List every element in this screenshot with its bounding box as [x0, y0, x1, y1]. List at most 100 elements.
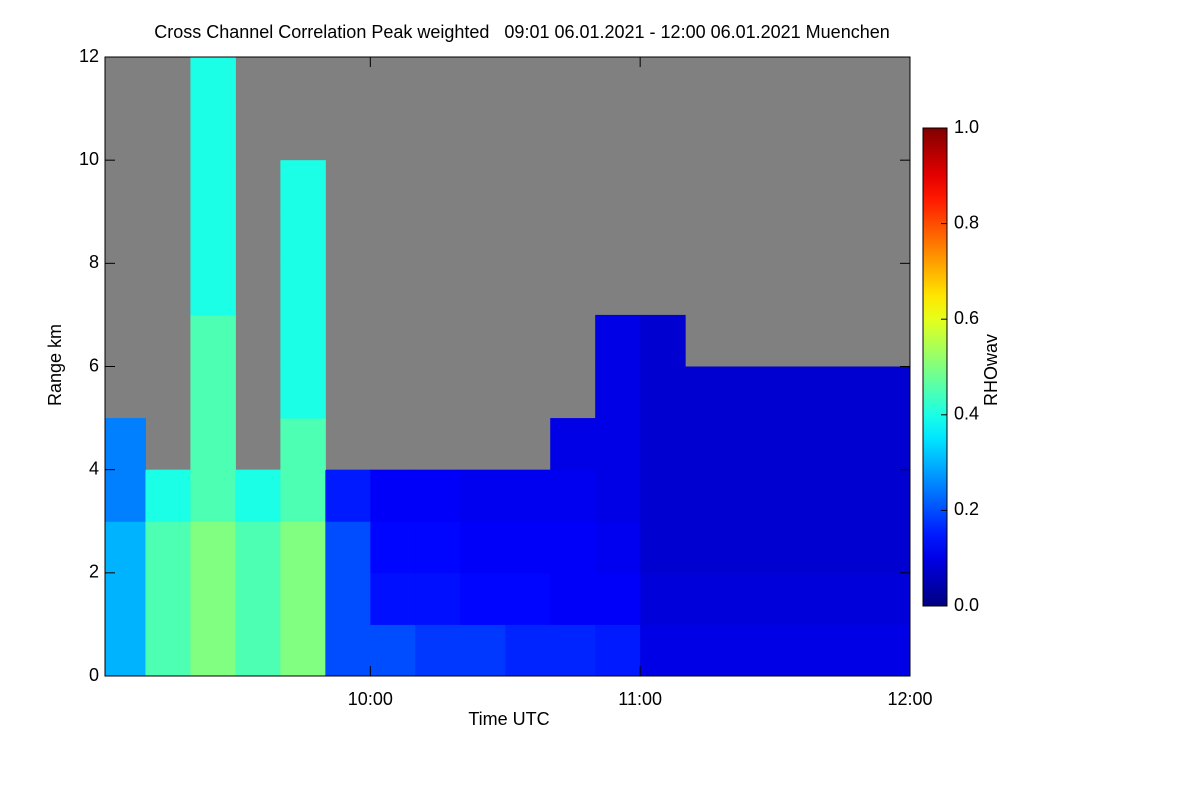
heatmap-cell — [820, 418, 866, 471]
heatmap-cell — [730, 521, 776, 574]
heatmap-cell — [775, 366, 821, 419]
heatmap-cell — [190, 314, 236, 367]
colorbar-tick-label: 0.8 — [954, 212, 979, 232]
heatmap-cell — [105, 521, 146, 574]
heatmap-cell — [190, 366, 236, 419]
heatmap-cell — [190, 57, 236, 110]
heatmap-cell — [685, 469, 731, 522]
heatmap-cell — [325, 521, 371, 574]
heatmap-cell — [640, 624, 686, 677]
heatmap-cell — [370, 469, 416, 522]
heatmap-cell — [865, 521, 911, 574]
heatmap-cell — [235, 521, 281, 574]
heatmap-cell — [640, 572, 686, 625]
heatmap-cell — [280, 314, 326, 367]
heatmap-cell — [190, 624, 236, 677]
colorbar-tick-label: 0.6 — [954, 308, 979, 328]
heatmap-cell — [325, 624, 371, 677]
heatmap-cell — [775, 418, 821, 471]
heatmap-cell — [505, 624, 551, 677]
heatmap-cell — [640, 418, 686, 471]
heatmap-cell — [865, 572, 911, 625]
heatmap-cell — [190, 263, 236, 316]
y-tick-label: 0 — [89, 665, 99, 685]
heatmap-cell — [280, 211, 326, 264]
heatmap-cell — [865, 418, 911, 471]
heatmap-cell — [595, 418, 641, 471]
colorbar-tick-label: 0.2 — [954, 499, 979, 519]
heatmap-cell — [145, 521, 191, 574]
heatmap-cell — [775, 521, 821, 574]
y-tick-label: 2 — [89, 562, 99, 582]
heatmap-cell — [460, 521, 506, 574]
heatmap-cell — [730, 469, 776, 522]
heatmap-cell — [370, 624, 416, 677]
heatmap-cell — [505, 469, 551, 522]
heatmap-cell — [415, 624, 461, 677]
heatmap-cell — [865, 469, 911, 522]
heatmap-cell — [280, 469, 326, 522]
heatmap-cell — [730, 418, 776, 471]
heatmap-cell — [595, 366, 641, 419]
heatmap-cell — [775, 469, 821, 522]
colorbar-tick-label: 0.4 — [954, 404, 979, 424]
heatmap-cell — [190, 160, 236, 213]
heatmap-cell — [550, 469, 596, 522]
heatmap-cell — [190, 521, 236, 574]
heatmap-cell — [415, 572, 461, 625]
heatmap-cell — [640, 366, 686, 419]
heatmap-cell — [190, 572, 236, 625]
heatmap-cell — [280, 624, 326, 677]
heatmap-cell — [105, 624, 146, 677]
heatmap-cell — [595, 469, 641, 522]
y-tick-label: 10 — [79, 149, 99, 169]
heatmap-cell — [460, 469, 506, 522]
y-tick-label: 6 — [89, 355, 99, 375]
heatmap-cell — [550, 418, 596, 471]
heatmap-cell — [595, 314, 641, 367]
heatmap-cell — [595, 624, 641, 677]
y-tick-label: 4 — [89, 458, 99, 478]
heatmap-cell — [280, 418, 326, 471]
x-axis-label: Time UTC — [468, 709, 549, 729]
x-tick-label: 11:00 — [618, 689, 662, 709]
colorbar-frame — [922, 127, 948, 607]
heatmap-cell — [595, 572, 641, 625]
heatmap-cell — [280, 160, 326, 213]
heatmap-cell — [550, 572, 596, 625]
heatmap-cell — [145, 624, 191, 677]
heatmap-cell — [550, 521, 596, 574]
heatmap-cell — [415, 521, 461, 574]
heatmap-cell — [415, 469, 461, 522]
x-tick-label: 12:00 — [887, 689, 932, 709]
heatmap-cell — [235, 624, 281, 677]
heatmap-cell — [820, 469, 866, 522]
heatmap-cell — [865, 624, 911, 677]
heatmap-cell — [775, 624, 821, 677]
heatmap-cell — [685, 572, 731, 625]
heatmap-cell — [105, 418, 146, 471]
heatmap-cell — [505, 521, 551, 574]
heatmap-cell — [325, 469, 371, 522]
y-tick-label: 8 — [89, 252, 99, 272]
x-tick-label: 10:00 — [348, 689, 393, 709]
heatmap-cell — [280, 521, 326, 574]
heatmap-cell — [730, 572, 776, 625]
colorbar-tick-label: 1.0 — [954, 117, 979, 137]
heatmap-cell — [370, 572, 416, 625]
heatmap-cell — [325, 572, 371, 625]
heatmap-cell — [145, 572, 191, 625]
heatmap-cell — [280, 366, 326, 419]
heatmap-cell — [190, 108, 236, 161]
heatmap-cell — [685, 521, 731, 574]
heatmap-cell — [685, 624, 731, 677]
heatmap-cell — [235, 469, 281, 522]
heatmap-cell — [595, 521, 641, 574]
heatmap-cell — [280, 263, 326, 316]
heatmap-cell — [775, 572, 821, 625]
heatmap-cell — [685, 366, 731, 419]
colorbar-tick-label: 0.0 — [954, 595, 979, 615]
heatmap-cell — [550, 624, 596, 677]
colorbar-label: RHOwav — [981, 334, 1001, 406]
